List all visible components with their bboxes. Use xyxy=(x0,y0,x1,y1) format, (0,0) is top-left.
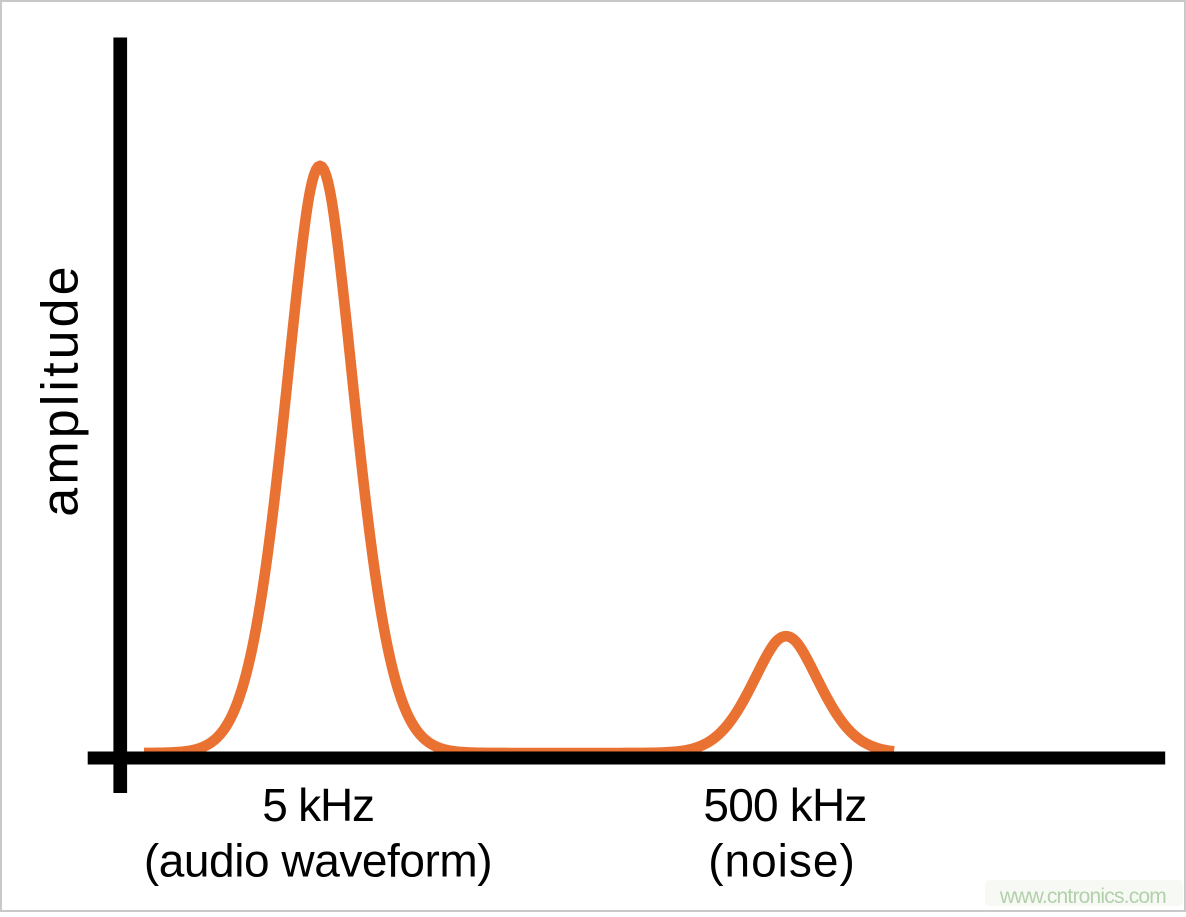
svg-text:www.cntronics.com: www.cntronics.com xyxy=(999,885,1166,908)
svg-text:5 kHz: 5 kHz xyxy=(262,779,374,831)
svg-text:amplitude: amplitude xyxy=(32,263,90,516)
svg-text:(audio waveform): (audio waveform) xyxy=(144,835,492,887)
svg-text:500 kHz: 500 kHz xyxy=(703,779,866,831)
svg-text:(noise): (noise) xyxy=(708,835,856,887)
